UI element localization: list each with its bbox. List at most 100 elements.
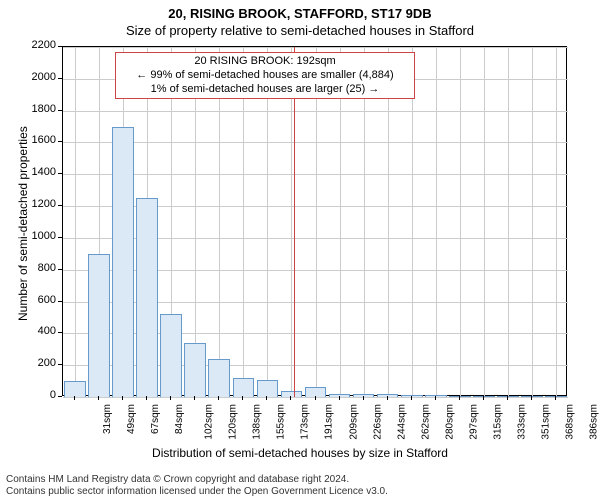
xtick-mark: [266, 396, 267, 400]
xtick-label: 333sqm: [516, 404, 527, 440]
xtick-label: 102sqm: [204, 404, 215, 440]
xtick-label: 297sqm: [468, 404, 479, 440]
xtick-mark: [98, 396, 99, 400]
xtick-label: 386sqm: [589, 404, 600, 440]
histogram-bar: [160, 314, 182, 397]
xtick-mark: [122, 396, 123, 400]
gridline: [436, 47, 437, 397]
ytick-label: 1000: [22, 230, 56, 242]
xtick-mark: [483, 396, 484, 400]
xtick-label: 120sqm: [228, 404, 239, 440]
gridline: [556, 47, 557, 397]
ytick-mark: [58, 205, 62, 206]
histogram-bar: [257, 380, 279, 398]
gridline: [243, 47, 244, 397]
histogram-bar: [208, 359, 230, 397]
xtick-label: 173sqm: [300, 404, 311, 440]
xtick-mark: [531, 396, 532, 400]
gridline: [484, 47, 485, 397]
annotation-line3: 1% of semi-detached houses are larger (2…: [122, 83, 408, 97]
ytick-label: 1400: [22, 166, 56, 178]
gridline: [316, 47, 317, 397]
gridline: [508, 47, 509, 397]
xtick-mark: [435, 396, 436, 400]
annotation-line1: 20 RISING BROOK: 192sqm: [122, 55, 408, 69]
histogram-bar: [112, 127, 134, 397]
xtick-mark: [459, 396, 460, 400]
ytick-mark: [58, 332, 62, 333]
xtick-mark: [339, 396, 340, 400]
gridline: [460, 47, 461, 397]
ytick-label: 2200: [22, 39, 56, 51]
gridline: [388, 47, 389, 397]
annotation-line2: ← 99% of semi-detached houses are smalle…: [122, 69, 408, 83]
xtick-label: 315sqm: [492, 404, 503, 440]
ytick-label: 1200: [22, 198, 56, 210]
gridline: [75, 47, 76, 397]
xtick-label: 84sqm: [174, 404, 185, 434]
chart-title-line2: Size of property relative to semi-detach…: [0, 21, 600, 38]
gridline: [267, 47, 268, 397]
xtick-label: 31sqm: [102, 404, 113, 434]
histogram-bar: [136, 198, 158, 397]
ytick-label: 600: [22, 294, 56, 306]
xtick-label: 209sqm: [348, 404, 359, 440]
ytick-label: 0: [22, 389, 56, 401]
ytick-mark: [58, 78, 62, 79]
ytick-mark: [58, 269, 62, 270]
xtick-label: 67sqm: [150, 404, 161, 434]
xtick-mark: [170, 396, 171, 400]
xtick-mark: [387, 396, 388, 400]
ytick-mark: [58, 396, 62, 397]
ytick-label: 200: [22, 357, 56, 369]
gridline: [532, 47, 533, 397]
xtick-mark: [218, 396, 219, 400]
histogram-bar: [184, 343, 206, 397]
annotation-box: 20 RISING BROOK: 192sqm← 99% of semi-det…: [115, 52, 415, 99]
xtick-mark: [363, 396, 364, 400]
ytick-mark: [58, 364, 62, 365]
xtick-label: 244sqm: [396, 404, 407, 440]
x-axis-label: Distribution of semi-detached houses by …: [0, 446, 600, 460]
gridline: [219, 47, 220, 397]
ytick-mark: [58, 301, 62, 302]
ytick-mark: [58, 141, 62, 142]
footer-line1: Contains HM Land Registry data © Crown c…: [6, 474, 594, 486]
gridline: [412, 47, 413, 397]
ytick-label: 1600: [22, 134, 56, 146]
ytick-label: 400: [22, 325, 56, 337]
xtick-label: 155sqm: [276, 404, 287, 440]
ytick-label: 2000: [22, 71, 56, 83]
xtick-label: 49sqm: [126, 404, 137, 434]
histogram-bar: [233, 378, 255, 397]
xtick-mark: [290, 396, 291, 400]
xtick-label: 191sqm: [324, 404, 335, 440]
xtick-mark: [74, 396, 75, 400]
histogram-bar: [88, 254, 110, 397]
xtick-mark: [315, 396, 316, 400]
footer-attribution: Contains HM Land Registry data © Crown c…: [6, 474, 594, 498]
xtick-label: 280sqm: [444, 404, 455, 440]
footer-line2: Contains public sector information licen…: [6, 486, 594, 498]
xtick-mark: [555, 396, 556, 400]
xtick-mark: [146, 396, 147, 400]
reference-line: [294, 47, 295, 397]
chart-title-line1: 20, RISING BROOK, STAFFORD, ST17 9DB: [0, 0, 600, 21]
xtick-label: 351sqm: [540, 404, 551, 440]
xtick-mark: [411, 396, 412, 400]
ytick-mark: [58, 237, 62, 238]
xtick-mark: [194, 396, 195, 400]
gridline: [340, 47, 341, 397]
xtick-label: 368sqm: [565, 404, 576, 440]
ytick-mark: [58, 110, 62, 111]
xtick-mark: [242, 396, 243, 400]
histogram-bar: [281, 391, 303, 397]
ytick-label: 800: [22, 262, 56, 274]
xtick-label: 226sqm: [372, 404, 383, 440]
histogram-bar: [64, 381, 86, 397]
gridline: [291, 47, 292, 397]
y-axis-label: Number of semi-detached properties: [16, 126, 30, 321]
xtick-mark: [507, 396, 508, 400]
ytick-mark: [58, 173, 62, 174]
xtick-label: 138sqm: [252, 404, 263, 440]
